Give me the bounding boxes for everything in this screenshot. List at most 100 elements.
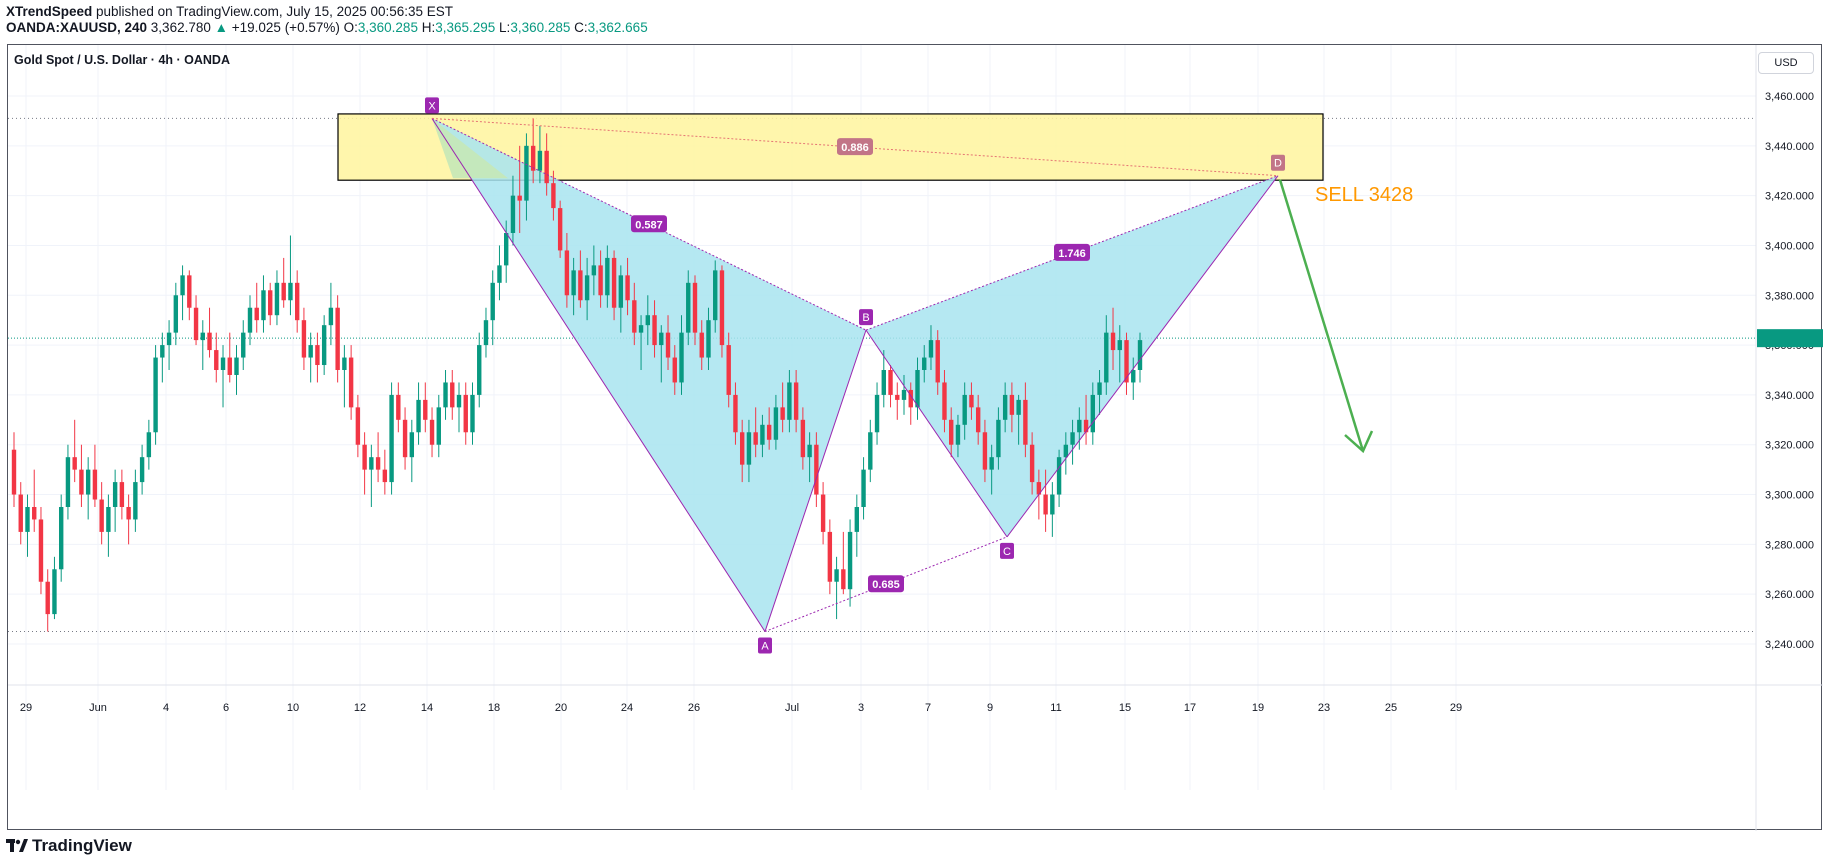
candle-body <box>1023 399 1028 445</box>
pattern-bcd-fill <box>866 175 1278 537</box>
candle-body <box>787 382 792 420</box>
sell-arrow-shaft <box>1278 179 1365 452</box>
currency-badge[interactable]: USD <box>1758 52 1814 74</box>
candle-body <box>463 394 468 433</box>
candle-body <box>133 482 138 520</box>
candle-body <box>632 300 637 333</box>
candle-body <box>1137 340 1143 370</box>
candle-body <box>901 389 907 400</box>
candle-body <box>928 340 934 358</box>
candle-body <box>706 320 711 358</box>
candle-body <box>571 270 576 296</box>
candle-body <box>1083 419 1089 433</box>
candle-body <box>692 282 698 333</box>
candle-body <box>874 394 880 433</box>
candle-body <box>375 457 381 470</box>
current-price-badge <box>1757 329 1823 348</box>
candle-body <box>477 345 482 395</box>
candle-body <box>45 581 50 615</box>
pattern-point-d-label: D <box>1274 158 1282 170</box>
candle-body <box>1029 444 1035 483</box>
candle-body <box>659 332 664 346</box>
x-tick-label: 7 <box>925 702 931 714</box>
candle-body <box>982 432 988 470</box>
y-tick-label: 3,380.000 <box>1765 290 1814 302</box>
candle-body <box>665 332 671 358</box>
x-tick-label: 24 <box>621 702 633 714</box>
chart-frame[interactable]: 29 Jun 4 6 10 12 14 18 20 24 26 Jul 3 7 9 11 15 17 19 23 25 2… <box>7 44 1823 831</box>
candle-body <box>841 569 846 590</box>
candle-body <box>146 432 152 458</box>
candle-body <box>321 325 327 366</box>
candle-body <box>348 357 354 408</box>
candle-body <box>1009 394 1015 415</box>
candle-body <box>942 382 947 420</box>
chart-canvas[interactable]: 29 Jun 4 6 10 12 14 18 20 24 26 Jul 3 7 9 11 15 17 19 23 25 2… <box>8 45 1823 831</box>
candle-body <box>699 332 704 358</box>
candle-body <box>672 357 677 383</box>
candle-body <box>847 531 853 590</box>
pattern-point-x-label: X <box>428 100 436 112</box>
candle-body <box>605 257 610 296</box>
candle-body <box>389 394 394 483</box>
ratio-label: 0.587 <box>635 219 663 231</box>
candle-body <box>490 282 495 321</box>
candle-body <box>1063 444 1069 458</box>
candle-body <box>166 332 172 346</box>
ohlc-line: OANDA:XAUUSD, 240 3,362.780 ▲ +19.025 (+… <box>6 20 648 36</box>
candle-body <box>308 345 313 358</box>
author-name[interactable]: XTrendSpeed <box>6 4 93 19</box>
candle-body <box>382 469 388 483</box>
candle-body <box>935 340 940 383</box>
candle-body <box>288 282 293 301</box>
candle-body <box>261 290 266 321</box>
candle-body <box>402 419 408 458</box>
candle-body <box>1050 494 1055 515</box>
candle-body <box>949 419 954 445</box>
candle-body <box>180 275 185 296</box>
candle-body <box>335 307 340 370</box>
candle-body <box>888 370 893 395</box>
candle-body <box>79 469 84 495</box>
candle-body <box>544 150 549 184</box>
candle-body <box>450 382 455 408</box>
candle-body <box>807 444 812 458</box>
candle-body <box>416 399 421 433</box>
candle-body <box>915 370 920 408</box>
candle-body <box>1110 332 1116 351</box>
pattern-point-a-label: A <box>761 641 769 653</box>
candle-body <box>908 389 913 408</box>
candle-body <box>638 325 644 333</box>
x-tick-label: 29 <box>1450 702 1462 714</box>
pattern-line-xd <box>431 117 1279 177</box>
x-tick-label: 10 <box>287 702 299 714</box>
candle-body <box>429 419 435 445</box>
candle-body <box>1043 494 1048 515</box>
candle-body <box>975 407 981 433</box>
candle-body <box>524 145 529 201</box>
tradingview-logo[interactable]: TradingView <box>6 836 132 856</box>
candle-body <box>268 290 273 316</box>
candle-body <box>85 469 91 495</box>
x-tick-label: 23 <box>1318 702 1330 714</box>
candle-body <box>733 394 738 433</box>
x-tick-label: 26 <box>688 702 700 714</box>
candle-body <box>530 145 536 171</box>
open-value: 3,360.285 <box>357 20 418 35</box>
candle-body <box>193 307 199 341</box>
candle-body <box>679 332 684 383</box>
candle-body <box>241 332 246 358</box>
candle-body <box>969 394 974 408</box>
low-value: 3,360.285 <box>510 20 571 35</box>
candle-body <box>99 499 104 532</box>
sell-annotation: SELL 3428 <box>1315 184 1413 206</box>
candle-body <box>423 399 428 420</box>
chart-header: XTrendSpeed published on TradingView.com… <box>6 4 648 36</box>
candle-body <box>328 307 334 326</box>
candle-body <box>773 407 779 440</box>
symbol-label[interactable]: OANDA:XAUUSD, 240 <box>6 20 148 35</box>
candle-body <box>1131 370 1136 383</box>
candle-body <box>611 257 617 308</box>
price-change: +19.025 (+0.57%) <box>231 20 340 35</box>
candle-body <box>470 394 475 433</box>
